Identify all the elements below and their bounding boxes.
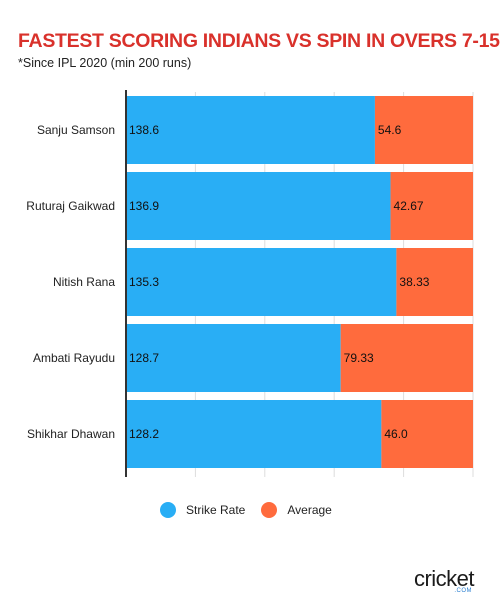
legend-swatch-strike-rate xyxy=(160,502,176,518)
data-label: 79.33 xyxy=(344,351,374,365)
data-label: 42.67 xyxy=(394,199,424,213)
bar-strike-rate xyxy=(126,248,397,316)
chart-legend: Strike Rate Average xyxy=(160,502,348,518)
bar-average xyxy=(340,324,473,392)
data-label: 138.6 xyxy=(129,123,159,137)
cricket-logo: cricket .COM xyxy=(413,566,475,594)
data-label: 46.0 xyxy=(384,427,408,441)
category-label: Sanju Samson xyxy=(37,123,115,137)
data-label: 136.9 xyxy=(129,199,159,213)
brand-sub: .COM xyxy=(454,588,472,594)
bar-average xyxy=(390,172,473,240)
brand-name: cricket xyxy=(413,566,475,591)
data-label: 128.7 xyxy=(129,351,159,365)
category-label: Ruturaj Gaikwad xyxy=(26,199,115,213)
category-label: Shikhar Dhawan xyxy=(27,427,115,441)
data-label: 54.6 xyxy=(378,123,402,137)
bar-average xyxy=(396,248,473,316)
stacked-bar-chart: 138.6 54.6 Sanju Samson 136.9 42.67 Ruturaj G… xyxy=(26,90,474,477)
bar-average xyxy=(374,96,473,164)
legend-label-strike-rate: Strike Rate xyxy=(186,503,246,517)
legend-item-average: Average xyxy=(261,502,332,518)
legend-item-strike-rate: Strike Rate xyxy=(160,502,245,518)
bar-strike-rate xyxy=(126,400,382,468)
legend-swatch-average xyxy=(261,502,278,518)
bar-strike-rate xyxy=(126,324,341,392)
bar-strike-rate xyxy=(126,96,375,164)
chart-title: FASTEST SCORING INDIANS VS SPIN IN OVERS… xyxy=(18,30,500,52)
legend-label-average: Average xyxy=(287,503,332,517)
bar-average xyxy=(381,400,473,468)
category-label: Nitish Rana xyxy=(53,275,115,289)
chart-subtitle: *Since IPL 2020 (min 200 runs) xyxy=(18,56,192,70)
category-label: Ambati Rayudu xyxy=(33,351,115,365)
data-label: 128.2 xyxy=(129,427,159,441)
bar-strike-rate xyxy=(126,172,391,240)
data-label: 135.3 xyxy=(129,275,159,289)
data-label: 38.33 xyxy=(399,275,429,289)
